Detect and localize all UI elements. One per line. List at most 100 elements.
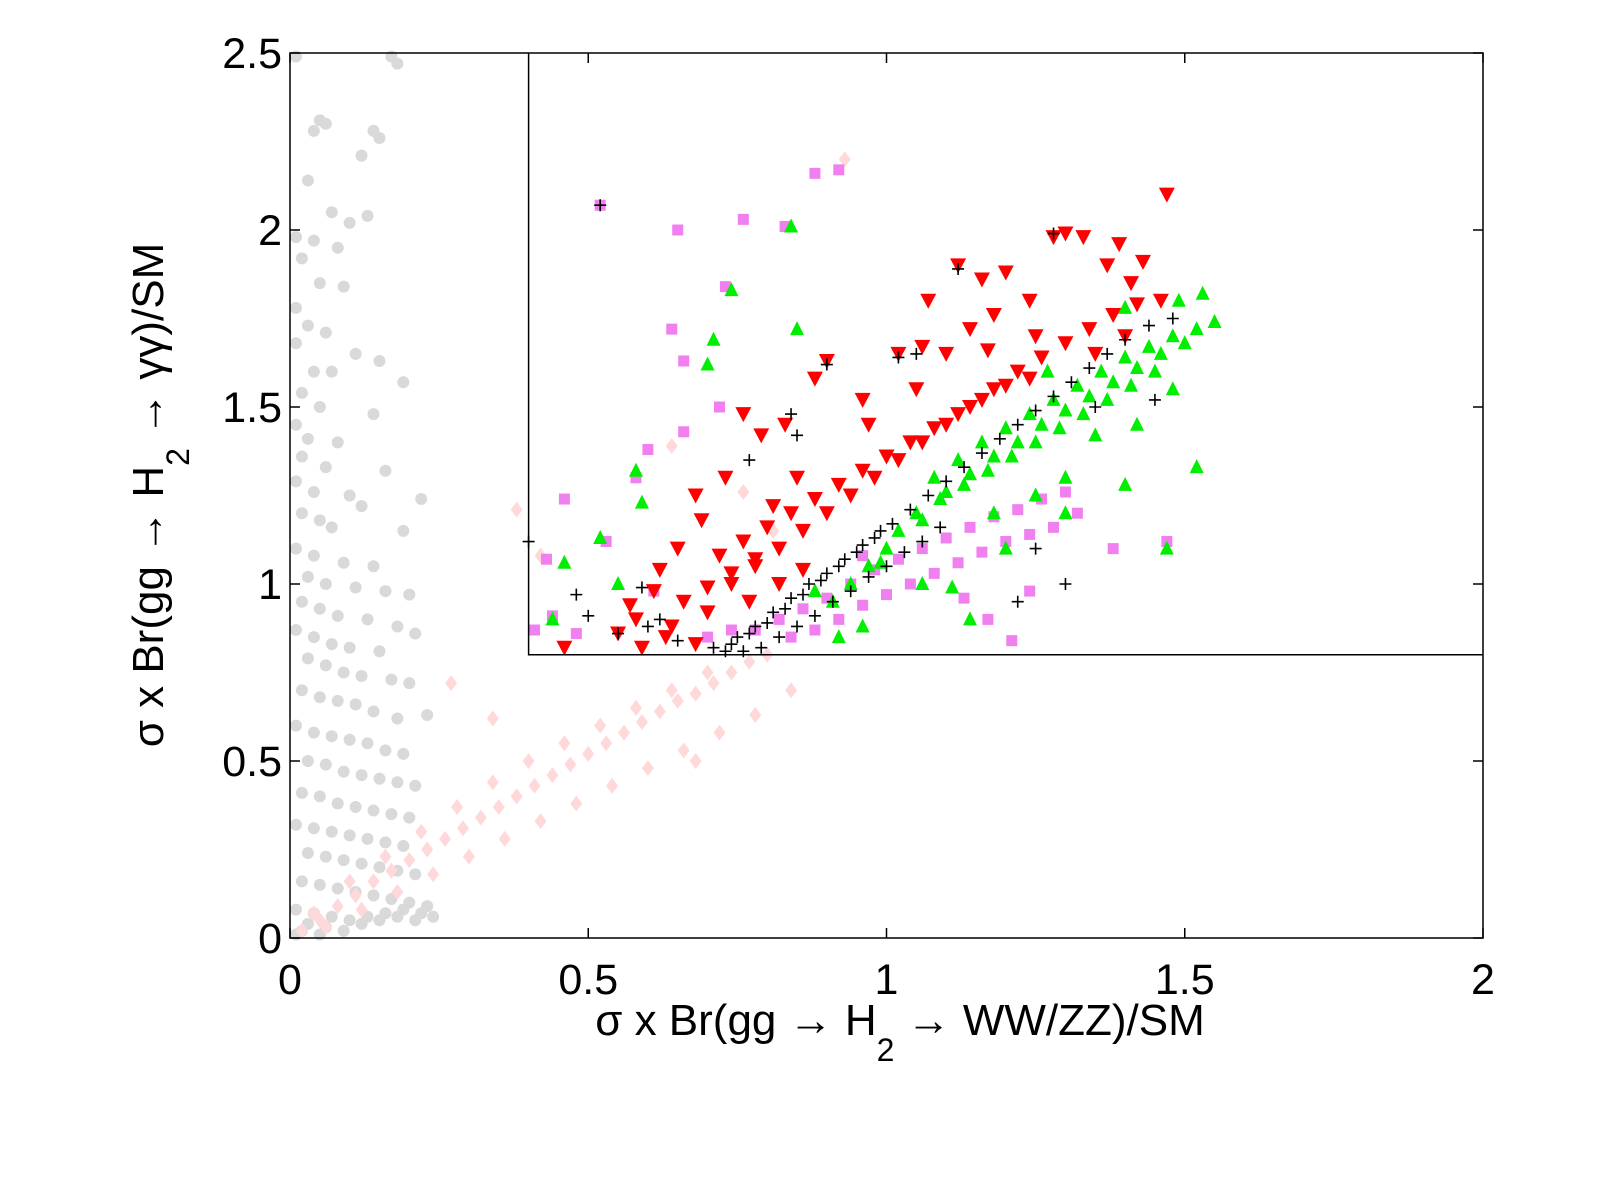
triangle-up-point: [951, 452, 966, 467]
circle-point: [355, 670, 368, 683]
square-point: [892, 553, 904, 565]
triangle-up-point: [1052, 420, 1067, 435]
triangle-up-point: [790, 321, 805, 336]
plus-point: [1148, 393, 1161, 406]
circle-point: [367, 560, 380, 573]
triangle-down-point: [1057, 226, 1074, 242]
plus-point: [1065, 376, 1078, 389]
square-point: [737, 213, 749, 225]
triangle-down-point: [693, 513, 710, 529]
triangle-down-point: [556, 640, 573, 656]
triangle-down-point: [1021, 293, 1038, 309]
triangle-up-point: [706, 331, 721, 346]
series-circle: [289, 50, 440, 941]
triangle-up-point: [1165, 381, 1180, 396]
triangle-up-point: [1058, 402, 1073, 417]
square-point: [833, 164, 845, 176]
triangle-down-point: [1087, 346, 1104, 362]
circle-point: [349, 581, 362, 594]
circle-point: [319, 758, 332, 771]
square-point: [1059, 486, 1071, 498]
diamond-point: [743, 653, 756, 670]
circle-point: [409, 914, 422, 927]
circle-point: [397, 747, 410, 760]
circle-point: [397, 839, 410, 852]
triangle-up-point: [855, 618, 870, 633]
circle-point: [337, 854, 350, 867]
x-tick-label: 1.5: [1155, 956, 1215, 1004]
circle-point: [391, 910, 404, 923]
circle-point: [289, 818, 302, 831]
triangle-up-point: [843, 576, 858, 590]
plus-point: [1029, 542, 1042, 555]
square-point: [779, 220, 791, 232]
plus-point: [826, 595, 839, 608]
triangle-down-point: [699, 605, 716, 621]
circle-point: [373, 131, 386, 144]
circle-point: [325, 206, 338, 219]
y-tick-label: 0: [258, 915, 282, 963]
triangle-up-point: [915, 512, 930, 527]
triangle-down-point: [645, 584, 662, 600]
square-point: [952, 557, 964, 569]
triangle-down-point: [1105, 307, 1122, 323]
triangle-down-point: [669, 541, 686, 557]
plus-point: [820, 567, 833, 580]
circle-point: [373, 645, 386, 658]
x-axis-title: σ x Br(gg → H2 → WW/ZZ)/SM: [595, 996, 1205, 1068]
diamond-point: [415, 823, 428, 840]
plus-point: [707, 641, 720, 654]
triangle-up-point: [1004, 448, 1019, 463]
plus-point: [975, 447, 988, 460]
y-tick-label: 1: [258, 561, 282, 609]
triangle-down-point: [1009, 364, 1026, 380]
triangle-down-point: [806, 371, 823, 387]
plus-point: [594, 199, 607, 212]
diamond-point: [665, 682, 678, 699]
plus-point: [1166, 312, 1179, 325]
triangle-down-point: [699, 580, 716, 596]
triangle-up-point: [873, 554, 888, 569]
diamond-point: [295, 922, 308, 939]
triangle-down-point: [1158, 187, 1175, 203]
triangle-up-point: [998, 540, 1013, 555]
circle-point: [373, 914, 386, 927]
y-axis-title-pre: σ x Br(gg → H: [124, 466, 173, 747]
triangle-up-point: [1159, 540, 1174, 555]
triangle-up-point: [1106, 374, 1121, 389]
circle-point: [361, 832, 374, 845]
circle-point: [295, 786, 308, 799]
circle-point: [343, 641, 356, 654]
circle-point: [409, 868, 422, 881]
y-tick-label: 1.5: [222, 384, 282, 432]
circle-point: [331, 882, 344, 895]
plus-point: [958, 461, 971, 474]
circle-point: [319, 461, 332, 474]
triangle-up-point: [1088, 427, 1103, 442]
tick-layer: 0 0.5 1 1.5 2 0 0.5 1 1.5 2 2.5: [222, 30, 1495, 1004]
plus-point: [767, 606, 780, 619]
circle-point: [337, 924, 350, 937]
y-axis-title-subscript: 2: [160, 448, 196, 466]
circle-point: [409, 779, 422, 792]
triangle-up-point: [1207, 314, 1222, 329]
square-point: [976, 546, 988, 558]
circle-point: [337, 556, 350, 569]
circle-point: [385, 808, 398, 821]
diamond-point: [510, 788, 523, 805]
diamond-point: [635, 714, 648, 731]
circle-point: [313, 602, 326, 615]
circle-point: [295, 684, 308, 697]
triangle-up-point: [1076, 406, 1091, 421]
triangle-up-point: [1094, 363, 1109, 378]
square-point: [833, 613, 845, 625]
x-tick-label: 2: [1471, 956, 1495, 1004]
triangle-down-point: [753, 428, 770, 444]
triangle-down-point: [1057, 336, 1074, 352]
triangle-down-point: [783, 506, 800, 522]
triangle-up-point: [1118, 299, 1133, 314]
plus-point: [749, 620, 762, 633]
square-point: [881, 589, 892, 601]
triangle-down-point: [973, 272, 990, 288]
triangle-up-point: [963, 611, 978, 626]
